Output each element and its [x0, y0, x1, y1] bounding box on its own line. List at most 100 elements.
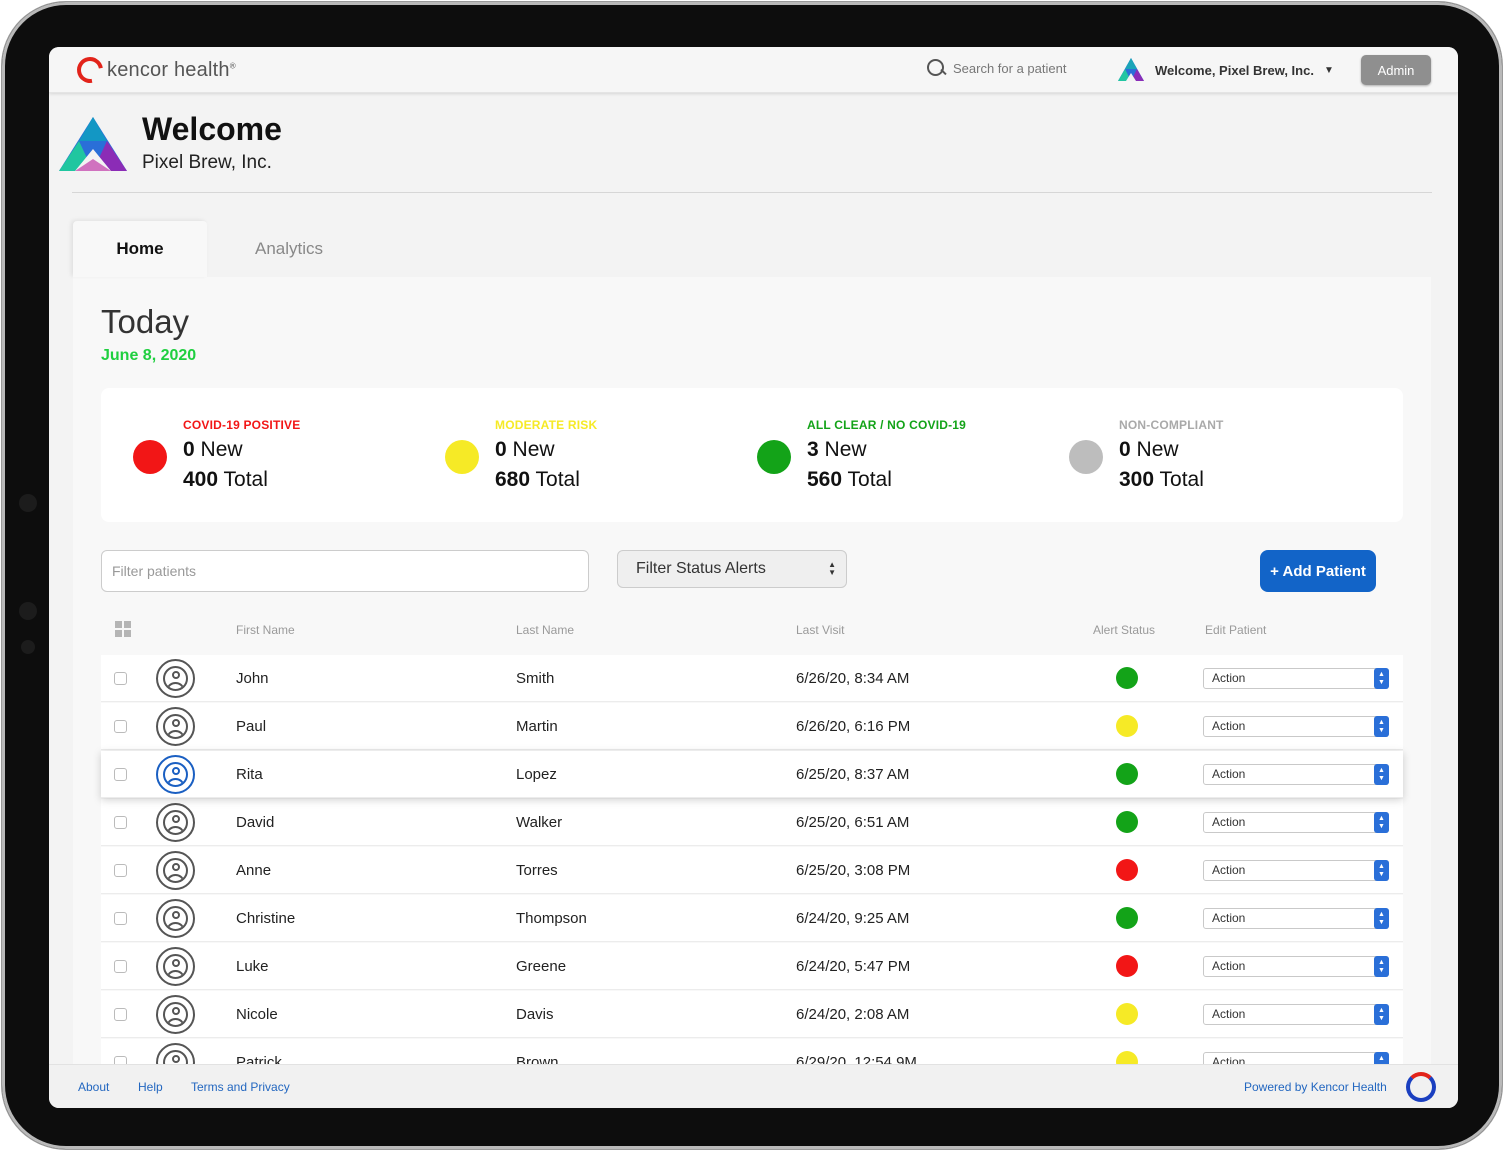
grid-view-icon[interactable] [115, 621, 131, 637]
row-checkbox[interactable] [114, 672, 127, 685]
select-arrows-icon: ▲▼ [1374, 668, 1389, 689]
action-label: Action [1212, 911, 1246, 925]
status-total-count: 300 Total [1119, 468, 1204, 492]
row-checkbox[interactable] [114, 960, 127, 973]
company-logo-icon [1118, 58, 1144, 81]
status-new-count: 0 New [495, 438, 555, 462]
alert-status-dot [1116, 1003, 1138, 1025]
last-name: Smith [516, 670, 555, 687]
filter-patients-input[interactable] [101, 550, 589, 592]
brand-logo[interactable]: kencor health® [71, 51, 236, 89]
status-new-word: New [1136, 438, 1179, 461]
alert-status-dot [1116, 715, 1138, 737]
action-select[interactable]: Action ▲▼ [1203, 956, 1389, 977]
status-dot [445, 440, 479, 474]
footer-help-link[interactable]: Help [138, 1080, 163, 1094]
action-select[interactable]: Action ▲▼ [1203, 716, 1389, 737]
footer-about-link[interactable]: About [78, 1080, 110, 1094]
last-visit: 6/24/20, 9:25 AM [796, 910, 910, 927]
status-new-count: 0 New [183, 438, 243, 462]
action-select[interactable]: Action ▲▼ [1203, 1004, 1389, 1025]
kencor-q-icon[interactable] [1406, 1072, 1436, 1102]
today-heading: Today [101, 303, 190, 340]
table-row[interactable]: Nicole Davis 6/24/20, 2:08 AM Action ▲ ▼ [101, 991, 1403, 1038]
action-select[interactable]: Action ▲▼ [1203, 908, 1389, 929]
action-select[interactable]: Action ▲▼ [1203, 764, 1389, 785]
select-arrows-icon: ▲▼ [1374, 1004, 1389, 1025]
last-visit: 6/25/20, 8:37 AM [796, 766, 910, 783]
status-total-count: 680 Total [495, 468, 580, 492]
sensor-dot [19, 602, 37, 620]
first-name: Rita [236, 766, 263, 783]
action-label: Action [1212, 1007, 1246, 1021]
select-arrows-icon: ▲▼ [1374, 716, 1389, 737]
last-visit: 6/25/20, 3:08 PM [796, 862, 911, 879]
table-row[interactable]: David Walker 6/25/20, 6:51 AM Action ▲ ▼ [101, 799, 1403, 846]
col-first-name[interactable]: First Name [236, 623, 295, 637]
admin-button[interactable]: Admin [1361, 55, 1431, 85]
status-label: COVID-19 POSITIVE [183, 418, 301, 432]
filter-status-select[interactable]: Filter Status Alerts ▲ ▼ [617, 550, 847, 588]
tab-home[interactable]: Home [73, 221, 207, 277]
action-select[interactable]: Action ▲▼ [1203, 812, 1389, 833]
footer-terms-link[interactable]: Terms and Privacy [191, 1080, 290, 1094]
row-checkbox[interactable] [114, 816, 127, 829]
table-row[interactable]: Paul Martin 6/26/20, 6:16 PM Action ▲ ▼ [101, 703, 1403, 750]
last-visit: 6/26/20, 6:16 PM [796, 718, 911, 735]
action-label: Action [1212, 863, 1246, 877]
status-total-number: 300 [1119, 468, 1155, 491]
status-new-word: New [824, 438, 867, 461]
action-label: Action [1212, 959, 1246, 973]
select-arrows-icon: ▲▼ [1374, 956, 1389, 977]
row-checkbox[interactable] [114, 720, 127, 733]
row-checkbox[interactable] [114, 768, 127, 781]
col-last-visit[interactable]: Last Visit [796, 623, 845, 637]
table-row[interactable]: Luke Greene 6/24/20, 5:47 PM Action ▲ ▼ [101, 943, 1403, 990]
status-new-number: 0 [1119, 438, 1131, 461]
status-summary-card: COVID-19 POSITIVE 0 New 400 Total MODERA… [101, 388, 1403, 522]
col-last-name[interactable]: Last Name [516, 623, 575, 637]
row-checkbox[interactable] [114, 1008, 127, 1021]
last-name: Torres [516, 862, 558, 879]
top-nav-bar: kencor health® Search for a patient Welc… [49, 47, 1458, 93]
table-row[interactable]: Christine Thompson 6/24/20, 9:25 AM Acti… [101, 895, 1403, 942]
action-label: Action [1212, 767, 1246, 781]
alert-status-dot [1116, 955, 1138, 977]
status-new-word: New [512, 438, 555, 461]
camera-dot [19, 494, 37, 512]
add-patient-button[interactable]: + Add Patient [1260, 550, 1376, 592]
col-alert-status[interactable]: Alert Status [1093, 623, 1156, 637]
company-name: Pixel Brew, Inc. [142, 152, 272, 173]
filter-status-label: Filter Status Alerts [636, 560, 766, 577]
table-row[interactable]: Anne Torres 6/25/20, 3:08 PM Action ▲ ▼ [101, 847, 1403, 894]
status-new-word: New [200, 438, 243, 461]
avatar [156, 803, 195, 842]
last-name: Davis [516, 1006, 554, 1023]
avatar [156, 947, 195, 986]
tab-analytics[interactable]: Analytics [254, 239, 324, 258]
table-row[interactable]: Rita Lopez 6/25/20, 8:37 AM Action ▲ ▼ [101, 751, 1403, 798]
row-checkbox[interactable] [114, 864, 127, 877]
last-visit: 6/24/20, 2:08 AM [796, 1006, 910, 1023]
action-label: Action [1212, 719, 1246, 733]
status-dot [133, 440, 167, 474]
page-title: Welcome [142, 111, 282, 147]
status-total-count: 560 Total [807, 468, 892, 492]
account-menu[interactable]: Welcome, Pixel Brew, Inc. ▼ [1117, 57, 1334, 83]
last-visit: 6/24/20, 5:47 PM [796, 958, 911, 975]
patient-search[interactable]: Search for a patient [927, 59, 1066, 77]
powered-by-link[interactable]: Powered by Kencor Health [1244, 1080, 1387, 1094]
status-new-count: 0 New [1119, 438, 1179, 462]
status-total-number: 400 [183, 468, 219, 491]
last-visit: 6/25/20, 6:51 AM [796, 814, 910, 831]
action-select[interactable]: Action ▲▼ [1203, 860, 1389, 881]
action-select[interactable]: Action ▲▼ [1203, 668, 1389, 689]
last-name: Lopez [516, 766, 557, 783]
status-total-number: 560 [807, 468, 843, 491]
table-row[interactable]: John Smith 6/26/20, 8:34 AM Action ▲ ▼ [101, 655, 1403, 702]
select-arrows-icon: ▲▼ [1374, 908, 1389, 929]
welcome-text: Welcome, Pixel Brew, Inc. [1155, 62, 1314, 78]
row-checkbox[interactable] [114, 912, 127, 925]
kencor-ring-icon [71, 51, 109, 89]
avatar [156, 899, 195, 938]
